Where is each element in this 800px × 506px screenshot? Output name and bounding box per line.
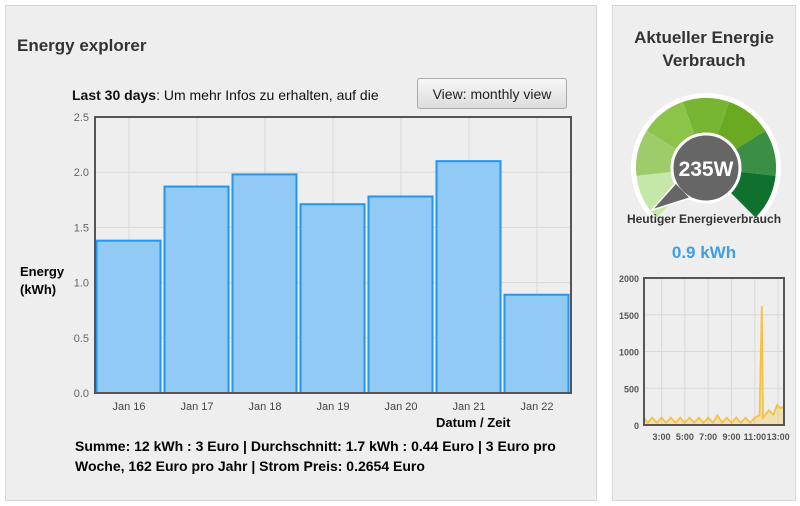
x-tick-label: Jan 21 (452, 401, 485, 413)
y-tick-label: 1.0 (74, 278, 89, 290)
info-hint: : Um mehr Infos zu erhalten, auf die (156, 87, 379, 103)
x-tick-label: Jan 19 (316, 401, 349, 413)
x-tick-label: 13:00 (767, 432, 790, 442)
y-tick-label: 1500 (619, 311, 639, 321)
y-tick-label: 0.5 (74, 333, 89, 345)
gauge-center (670, 132, 742, 204)
bar (367, 195, 434, 394)
power-line (643, 305, 785, 425)
x-tick-label: 9:00 (722, 432, 740, 442)
explorer-title: Energy explorer (17, 36, 147, 55)
current-title: Aktueller Energie Verbrauch (634, 28, 774, 70)
info-text: Last 30 days: Um mehr Infos zu erhalten,… (72, 87, 379, 103)
y-tick-label: 1.5 (74, 222, 89, 234)
power-area (644, 305, 784, 425)
gauge-segment (682, 98, 730, 150)
y-tick-label: 2000 (619, 274, 639, 284)
bar (503, 293, 570, 394)
gauge-value: 235W (679, 158, 734, 181)
x-tick-label: Jan 20 (384, 401, 417, 413)
x-tick-label: Jan 17 (180, 401, 213, 413)
y-tick-label: 500 (624, 384, 639, 394)
x-tick-label: Jan 18 (248, 401, 281, 413)
range-label: Last 30 days (72, 87, 157, 103)
plot-border (94, 116, 572, 394)
x-tick-label: 5:00 (676, 432, 694, 442)
y-axis-label-text: Energy (kWh) (20, 264, 65, 297)
view-mode-button[interactable]: View: monthly view (417, 78, 567, 109)
summary-text: Summe: 12 kWh : 3 Euro | Durchschnitt: 1… (75, 438, 556, 474)
x-tick-label: Jan 22 (520, 401, 553, 413)
y-tick-label: 2.5 (74, 112, 89, 124)
y-tick-label: 0.0 (74, 388, 89, 400)
today-label: Heutiger Energieverbrauch (626, 212, 782, 226)
x-axis-label: Datum / Zeit (436, 415, 511, 430)
plot-border (643, 277, 785, 426)
x-tick-label: 7:00 (699, 432, 717, 442)
gauge-needle-fill (653, 183, 689, 209)
x-tick-label: Jan 16 (112, 401, 145, 413)
x-tick-label: 11:00 (744, 432, 767, 442)
bar (231, 173, 298, 394)
y-tick-label: 1000 (619, 348, 639, 358)
y-axis-label: Energy (kWh) (20, 263, 72, 299)
current-consumption-panel (612, 5, 796, 501)
today-value: 0.9 kWh (671, 243, 737, 262)
y-tick-label: 0 (634, 421, 639, 431)
y-tick-label: 2.0 (74, 167, 89, 179)
bar (95, 239, 162, 394)
x-tick-label: 3:00 (652, 432, 670, 442)
